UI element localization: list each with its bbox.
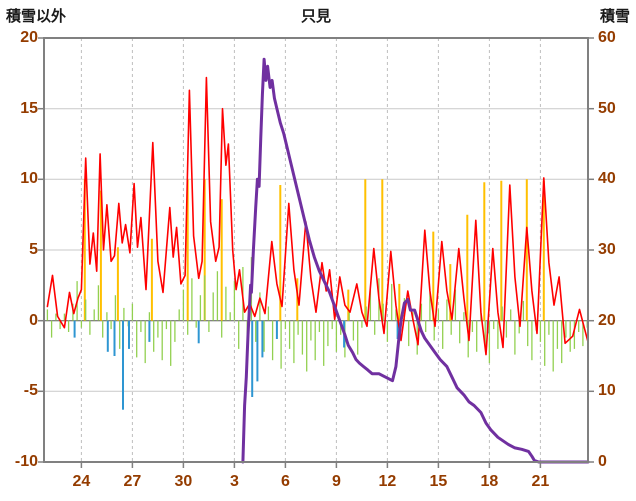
right-axis-tick-label: 20 [598,311,616,329]
x-axis-tick-label: 12 [378,473,397,490]
right-axis-tick-label: 60 [598,29,616,46]
left-axis-tick-label: 15 [20,99,38,117]
left-axis-tick-label: 20 [20,29,38,46]
right-axis-title: 積雪 [599,8,630,25]
right-axis-tick-label: 30 [598,241,616,258]
right-axis-tick-label: 50 [598,99,616,117]
right-axis-tick-label: 10 [598,382,616,400]
x-axis-tick-label: 21 [531,473,550,490]
left-axis-tick-label: -5 [23,382,38,400]
x-axis-tick-label: 27 [123,473,142,490]
left-axis-tick-label: 10 [20,170,38,188]
x-axis-tick-label: 24 [72,473,91,490]
x-axis-tick-label: 3 [229,473,239,490]
x-axis-tick-label: 30 [174,473,193,490]
left-axis-tick-label: -10 [14,453,38,470]
right-axis-tick-label: 40 [598,170,616,188]
x-axis-tick-label: 15 [429,473,448,490]
chart-title: 只見 [300,8,332,25]
left-axis-tick-label: 0 [29,311,38,329]
x-axis-tick-label: 18 [480,473,499,490]
right-axis-tick-label: 0 [598,453,607,470]
left-axis-tick-label: 5 [29,241,38,258]
left-axis-title: 積雪以外 [6,8,67,25]
x-axis-tick-label: 9 [331,473,341,490]
x-axis-tick-label: 6 [280,473,290,490]
